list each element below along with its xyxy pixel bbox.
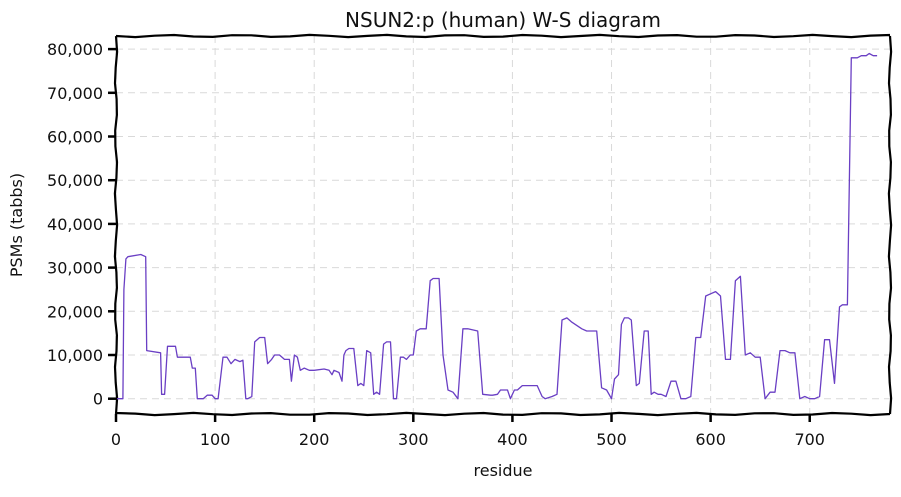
y-tick-label: 60,000 [47, 128, 103, 147]
x-tick-label: 700 [794, 430, 825, 449]
y-tick-label: 50,000 [47, 171, 103, 190]
series-line [117, 52, 878, 400]
series-layer [117, 52, 878, 400]
x-tick-label: 0 [111, 430, 121, 449]
y-tick-label: 30,000 [47, 259, 103, 278]
x-tick-label: 200 [299, 430, 330, 449]
y-axis-label: PSMs (tabbs) [7, 173, 26, 277]
y-tick-label: 10,000 [47, 346, 103, 365]
y-tick-label: 40,000 [47, 215, 103, 234]
y-tick-label: 20,000 [47, 302, 103, 321]
y-tick-label: 70,000 [47, 84, 103, 103]
x-axis-label: residue [474, 461, 533, 480]
x-tick-label: 500 [596, 430, 627, 449]
plot-frame [113, 33, 893, 417]
grid [115, 36, 890, 414]
x-tick-label: 600 [695, 430, 726, 449]
axis-ticks: 0 100 200 300 400 500 600 700 0 10,000 20,000 30,00… [47, 40, 825, 449]
x-tick-label: 100 [200, 430, 231, 449]
y-tick-label: 80,000 [47, 40, 103, 59]
x-tick-label: 300 [398, 430, 429, 449]
y-tick-label: 0 [93, 390, 103, 409]
chart-title: NSUN2:p (human) W-S diagram [345, 8, 661, 32]
x-tick-label: 400 [497, 430, 528, 449]
